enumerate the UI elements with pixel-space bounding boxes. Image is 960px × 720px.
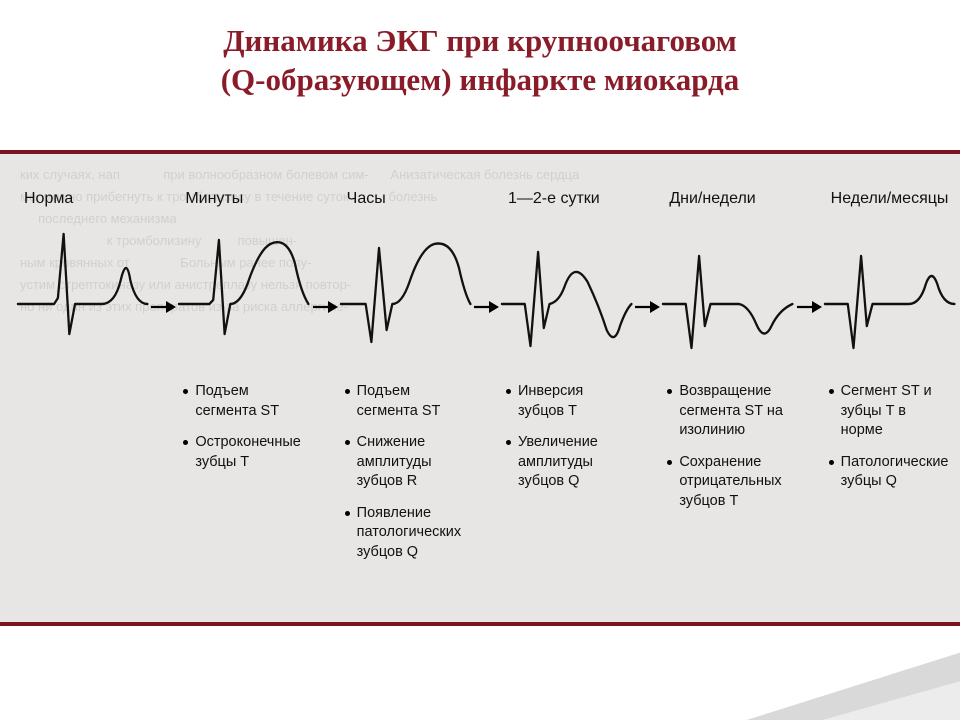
stage-header: Часы: [339, 190, 472, 208]
stage-header: Дни/недели: [661, 190, 794, 208]
stage-bullets: Возвращение сегмента ST на изолинию Сохра…: [661, 382, 794, 523]
stage-bullets: Подъем сегмента ST Остроконечные зубцы T: [177, 382, 310, 484]
title-line-2: (Q-образующем) инфаркте миокарда: [221, 62, 740, 97]
bullet-item: Подъем сегмента ST: [343, 382, 466, 421]
arrow-right-icon: [311, 190, 339, 380]
ecg-waveform: [16, 214, 149, 364]
bullet-item: Остроконечные зубцы T: [181, 433, 304, 472]
ecg-waveform: [339, 214, 472, 364]
stage-column: Норма: [16, 190, 149, 364]
bullet-item: Инверсия зубцов T: [504, 382, 627, 421]
ecg-waveform: [661, 214, 794, 364]
stage-bullets: Подъем сегмента ST Снижение амплитуды зуб…: [339, 382, 472, 575]
ecg-waveform: [177, 214, 310, 364]
stage-column: 1—2-е сутки Инверсия зубцов T Увеличение …: [500, 190, 633, 504]
stages-row: Норма Минуты Подъем сегмента ST Остроконе…: [0, 154, 960, 622]
arrow-right-icon: [472, 190, 500, 380]
arrow-right-icon: [795, 190, 823, 380]
bullet-item: Снижение амплитуды зубцов R: [343, 433, 466, 492]
stage-header: Недели/месяцы: [823, 190, 956, 208]
arrow-right-icon: [149, 190, 177, 380]
bullet-item: Увеличение амплитуды зубцов Q: [504, 433, 627, 492]
scan-frame: ких случаях, нап при волнообразном болев…: [0, 150, 960, 626]
ecg-waveform: [500, 214, 633, 364]
stage-header: 1—2-е сутки: [500, 190, 633, 208]
bullet-item: Патологические зубцы Q: [827, 453, 950, 492]
stage-bullets: Сегмент ST и зубцы T в норме Патологическ…: [823, 382, 956, 504]
stage-column: Минуты Подъем сегмента ST Остроконечные з…: [177, 190, 310, 484]
slide-root: Динамика ЭКГ при крупноочаговом (Q-образ…: [0, 0, 960, 720]
stage-header: Норма: [16, 190, 149, 208]
arrow-right-icon: [633, 190, 661, 380]
bullet-item: Сегмент ST и зубцы T в норме: [827, 382, 950, 441]
bullet-item: Появление патологических зубцов Q: [343, 504, 466, 563]
stage-column: Недели/месяцы Сегмент ST и зубцы T в нор…: [823, 190, 956, 504]
slide-title: Динамика ЭКГ при крупноочаговом (Q-образ…: [0, 0, 960, 110]
stage-column: Дни/недели Возвращение сегмента ST на из…: [661, 190, 794, 523]
title-line-1: Динамика ЭКГ при крупноочаговом: [223, 23, 737, 58]
bullet-item: Возвращение сегмента ST на изолинию: [665, 382, 788, 441]
stage-bullets: Инверсия зубцов T Увеличение амплитуды зу…: [500, 382, 633, 504]
stage-column: Часы Подъем сегмента ST Снижение амплитуд…: [339, 190, 472, 575]
ecg-waveform: [823, 214, 956, 364]
corner-accent: [620, 600, 960, 720]
bullet-item: Подъем сегмента ST: [181, 382, 304, 421]
bullet-item: Сохранение отрицательных зубцов T: [665, 453, 788, 512]
stage-header: Минуты: [177, 190, 310, 208]
